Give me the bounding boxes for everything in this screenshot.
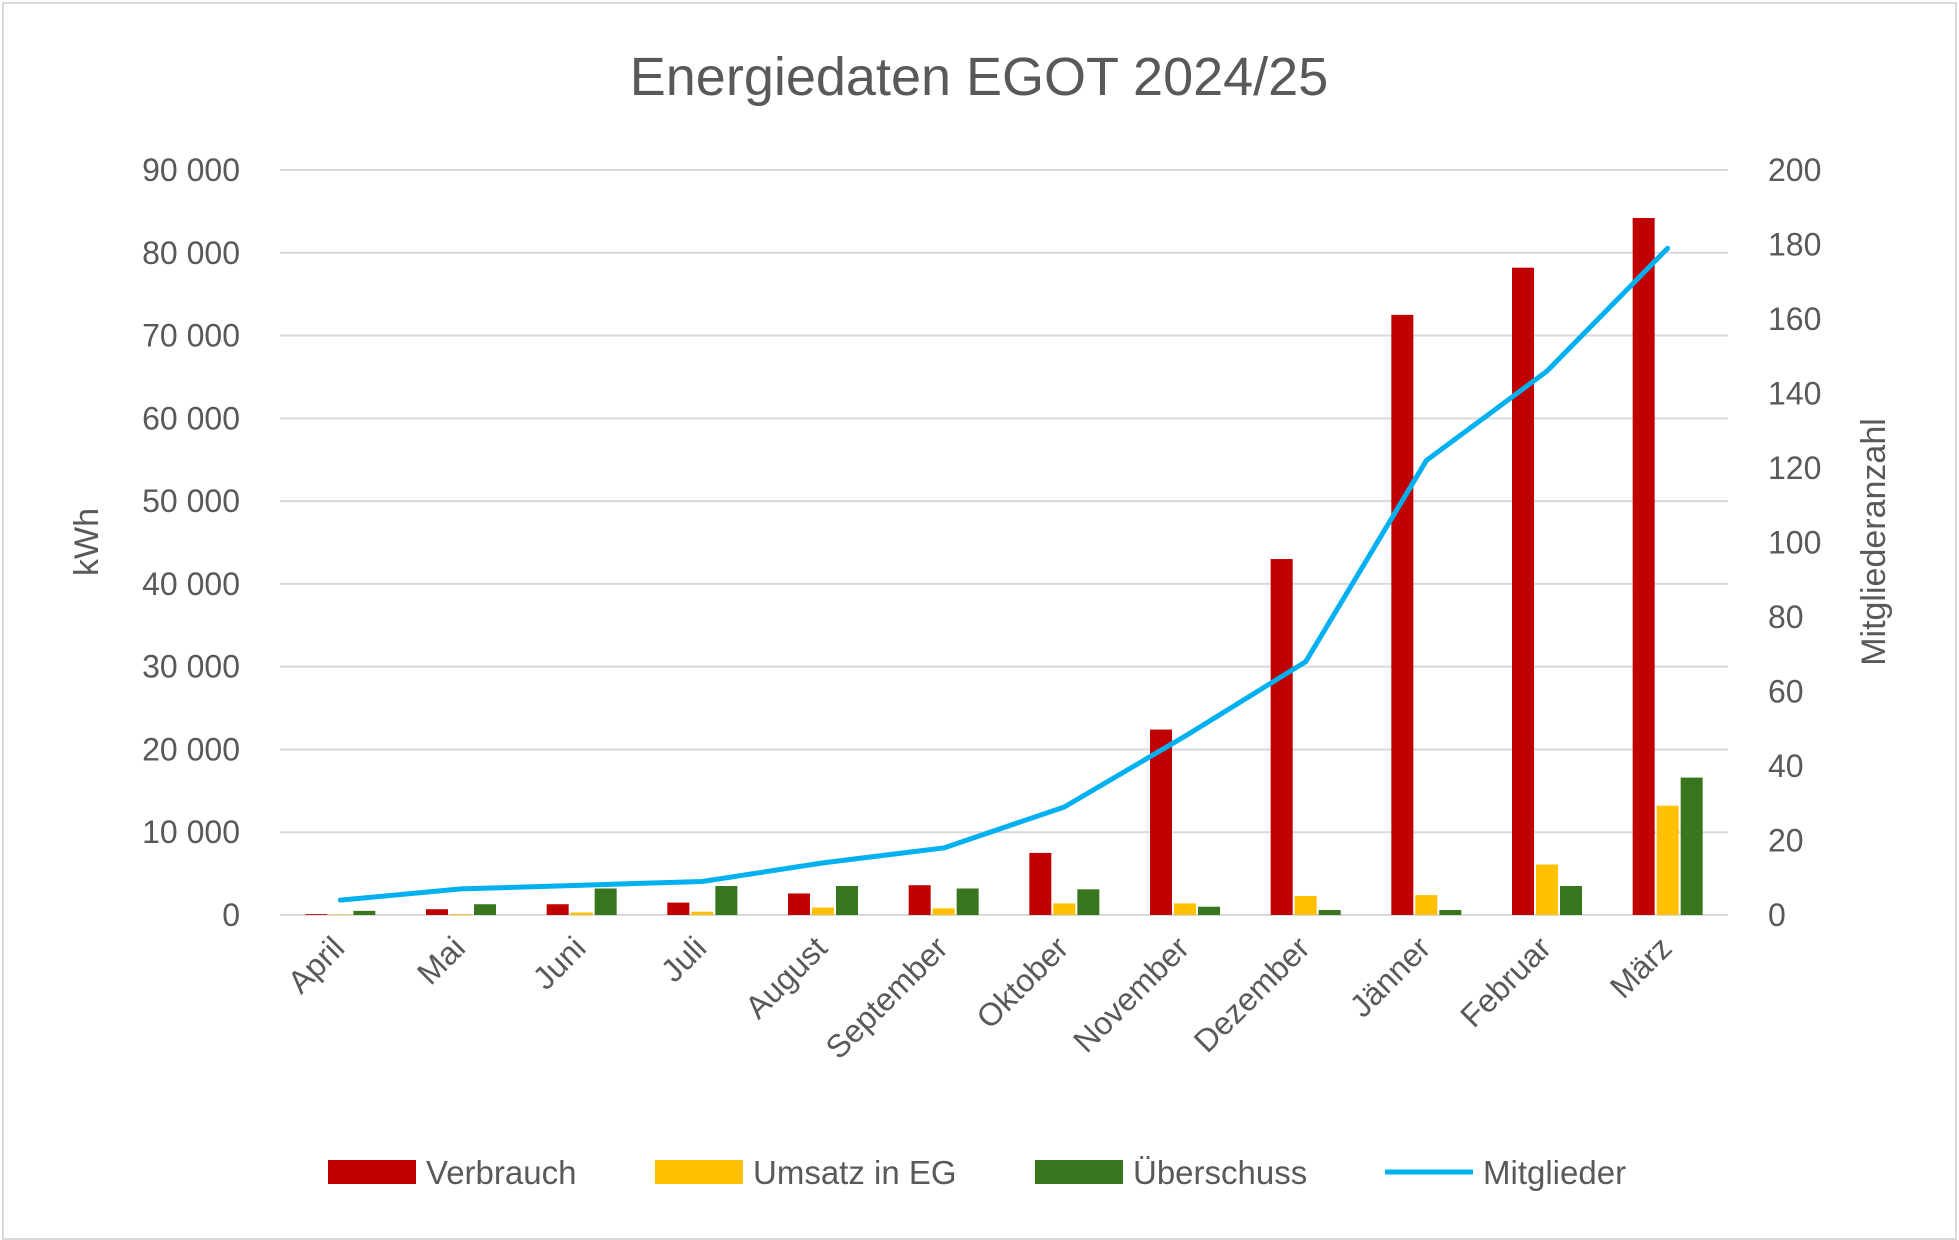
legend-label: Umsatz in EG — [753, 1154, 957, 1191]
bar-verbrauch — [1391, 314, 1414, 916]
left-axis-ticks: 0 10 000 20 000 30 000 40 000 50 000 60 000 70 … — [142, 152, 240, 933]
category-label: Juli — [654, 929, 713, 988]
bar--berschuss — [353, 910, 376, 915]
bar-umsatz-in-eg — [1053, 903, 1076, 915]
legend-swatch — [1035, 1160, 1123, 1184]
bar-verbrauch — [546, 904, 569, 915]
category-label: Jänner — [1343, 929, 1438, 1024]
bar-verbrauch — [426, 909, 448, 915]
legend-swatch — [655, 1160, 743, 1184]
category-label: März — [1603, 929, 1679, 1005]
bar-umsatz-in-eg — [932, 908, 955, 915]
bar--berschuss — [1198, 906, 1220, 915]
chart-title: Energiedaten EGOT 2024/25 — [630, 47, 1329, 107]
bar-umsatz-in-eg — [1536, 864, 1558, 915]
right-tick-label: 0 — [1768, 897, 1786, 933]
bar-verbrauch — [667, 902, 690, 915]
bar-umsatz-in-eg — [1174, 903, 1196, 915]
bar-verbrauch — [788, 893, 810, 915]
line-mitglieder — [337, 245, 1671, 903]
category-label: Dezember — [1187, 929, 1317, 1059]
bar-umsatz-in-eg — [450, 914, 472, 915]
left-axis-title: kWh — [68, 508, 106, 576]
legend-swatch — [328, 1160, 416, 1184]
bar--berschuss — [594, 888, 617, 915]
legend: Verbrauch Umsatz in EG Überschuss Mitgliede… — [328, 1154, 1626, 1191]
bar-verbrauch — [1029, 852, 1052, 915]
bar-verbrauch — [1270, 559, 1293, 915]
left-tick-label: 50 000 — [142, 483, 240, 519]
legend-label: Überschuss — [1133, 1154, 1307, 1191]
bar-umsatz-in-eg — [812, 907, 834, 915]
right-tick-label: 100 — [1768, 525, 1821, 561]
bar--berschuss — [1077, 889, 1100, 915]
bar--berschuss — [1680, 777, 1703, 915]
right-tick-label: 140 — [1768, 376, 1821, 412]
bar-umsatz-in-eg — [691, 911, 714, 915]
left-tick-label: 40 000 — [142, 566, 240, 602]
bar-verbrauch — [1632, 218, 1655, 915]
right-tick-label: 120 — [1768, 450, 1821, 486]
category-label: September — [818, 929, 954, 1065]
bar-umsatz-in-eg — [1294, 895, 1317, 915]
right-axis-title: Mitgliederanzahl — [1855, 418, 1893, 666]
bar-verbrauch — [908, 885, 931, 915]
bar--berschuss — [1439, 910, 1462, 915]
bar-umsatz-in-eg — [1656, 805, 1679, 915]
left-tick-label: 90 000 — [142, 152, 240, 188]
bar-verbrauch — [305, 914, 328, 915]
category-label: November — [1066, 929, 1196, 1059]
member-line — [337, 245, 1671, 903]
right-axis-ticks: 0 20 40 60 80 100 120 140 160 180 200 — [1768, 152, 1821, 933]
bar-verbrauch — [1150, 729, 1172, 915]
left-tick-label: 10 000 — [142, 814, 240, 850]
bar--berschuss — [956, 888, 979, 915]
category-label: August — [738, 929, 834, 1025]
left-tick-label: 80 000 — [142, 235, 240, 271]
category-label: Juni — [526, 929, 593, 996]
category-label: Mai — [410, 929, 472, 991]
left-tick-label: 0 — [222, 897, 240, 933]
gridlines — [280, 169, 1728, 916]
bars — [305, 218, 1703, 916]
left-tick-label: 60 000 — [142, 400, 240, 436]
right-tick-label: 40 — [1768, 748, 1804, 784]
bar--berschuss — [1560, 886, 1582, 915]
legend-label: Verbrauch — [426, 1154, 576, 1191]
legend-label: Mitglieder — [1483, 1154, 1626, 1191]
left-tick-label: 30 000 — [142, 649, 240, 685]
category-label: Februar — [1453, 929, 1558, 1034]
bar-umsatz-in-eg — [570, 912, 593, 915]
right-tick-label: 200 — [1768, 152, 1821, 188]
right-tick-label: 80 — [1768, 599, 1804, 635]
left-tick-label: 20 000 — [142, 731, 240, 767]
right-tick-label: 180 — [1768, 227, 1821, 263]
right-tick-label: 160 — [1768, 301, 1821, 337]
left-tick-label: 70 000 — [142, 318, 240, 354]
right-tick-label: 20 — [1768, 823, 1804, 859]
bar-verbrauch — [1512, 267, 1534, 916]
bar--berschuss — [715, 886, 738, 915]
right-tick-label: 60 — [1768, 674, 1804, 710]
category-label: Oktober — [969, 929, 1075, 1035]
bar--berschuss — [836, 886, 858, 915]
bar--berschuss — [474, 904, 496, 915]
category-label: April — [281, 929, 352, 1000]
bar-umsatz-in-eg — [1415, 895, 1438, 915]
bar--berschuss — [1318, 910, 1341, 915]
